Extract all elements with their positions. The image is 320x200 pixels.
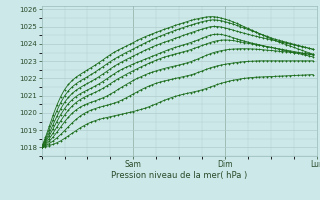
X-axis label: Pression niveau de la mer( hPa ): Pression niveau de la mer( hPa ) <box>111 171 247 180</box>
